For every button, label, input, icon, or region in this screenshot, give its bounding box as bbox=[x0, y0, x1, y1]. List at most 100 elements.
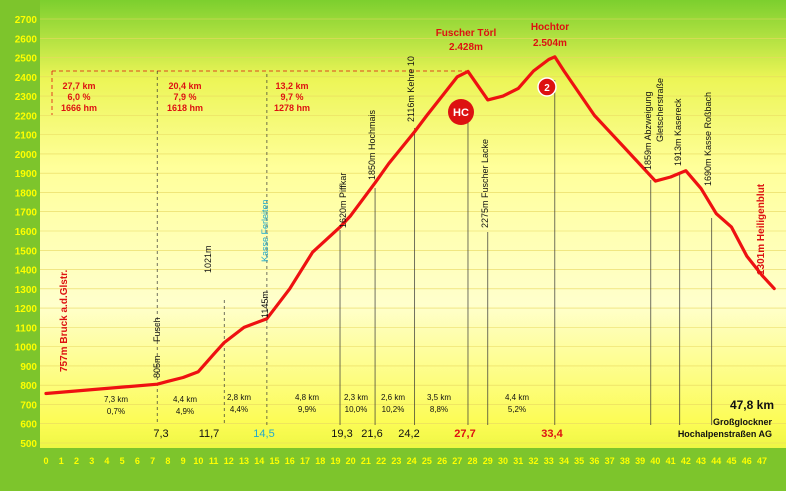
segment-4-grade: 9,9% bbox=[298, 405, 316, 414]
x-tick-35: 35 bbox=[574, 456, 584, 466]
climb-box-3-gain: 1278 hm bbox=[274, 103, 310, 113]
y-tick-2200: 2200 bbox=[15, 111, 38, 122]
place-label-1021m: 1021m bbox=[203, 245, 213, 273]
y-tick-500: 500 bbox=[20, 439, 37, 450]
x-tick-7: 7 bbox=[150, 456, 155, 466]
segment-3-grade: 4,4% bbox=[230, 405, 248, 414]
climb-frames bbox=[51, 70, 468, 115]
segment-3-distance: 2,8 km bbox=[227, 393, 251, 402]
x-tick-9: 9 bbox=[181, 456, 186, 466]
segment-8-grade: 5,2% bbox=[508, 405, 526, 414]
climb-box-1-distance: 27,7 km bbox=[62, 81, 95, 91]
x-tick-36: 36 bbox=[589, 456, 599, 466]
place-label-kasereck: 1913m Kasereck bbox=[673, 98, 683, 166]
km-mark-14-5: 14,5 bbox=[253, 428, 274, 440]
place-label-fuscher-lacke: 2275m Fuscher Lacke bbox=[480, 139, 490, 228]
place-label-kehre10: 2116m Kehre 10 bbox=[406, 56, 416, 122]
segment-7-grade: 8,8% bbox=[430, 405, 448, 414]
hc-badge-circle bbox=[448, 99, 474, 125]
peak-toerl-altitude: 2.428m bbox=[449, 42, 483, 53]
climb-box-3: 13,2 km 9,7 % 1278 hm bbox=[274, 81, 310, 113]
climb-box-2-grade: 7,9 % bbox=[173, 92, 196, 102]
x-tick-11: 11 bbox=[209, 456, 219, 466]
y-tick-1600: 1600 bbox=[15, 227, 38, 238]
x-tick-15: 15 bbox=[270, 456, 280, 466]
category-badge-label: 2 bbox=[544, 83, 550, 94]
x-tick-32: 32 bbox=[528, 456, 538, 466]
y-tick-1200: 1200 bbox=[15, 304, 38, 315]
place-label-abzweigung: 1859m Abzweigung bbox=[643, 91, 653, 170]
climb-box-1-grade: 6,0 % bbox=[67, 92, 90, 102]
x-tick-47: 47 bbox=[757, 456, 767, 466]
y-tick-800: 800 bbox=[20, 381, 37, 392]
category-badge-circle bbox=[537, 77, 557, 97]
segment-5-distance: 2,3 km bbox=[344, 393, 368, 402]
km-mark-27-7: 27,7 bbox=[454, 428, 475, 440]
x-tick-34: 34 bbox=[559, 456, 569, 466]
y-tick-900: 900 bbox=[20, 362, 37, 373]
y-tick-1500: 1500 bbox=[15, 246, 38, 257]
start-label: 757m Bruck a.d.Glstr. bbox=[59, 270, 70, 372]
segment-1-distance: 7,3 km bbox=[104, 395, 128, 404]
km-mark-21-6: 21,6 bbox=[361, 428, 382, 440]
climb-box-2-distance: 20,4 km bbox=[168, 81, 201, 91]
y-tick-1000: 1000 bbox=[15, 343, 38, 354]
x-tick-38: 38 bbox=[620, 456, 630, 466]
y-tick-2700: 2700 bbox=[15, 15, 38, 26]
x-tick-10: 10 bbox=[193, 456, 203, 466]
place-label-rossbach: 1690m Kasse Roßbach bbox=[703, 92, 713, 186]
segment-4-distance: 4,8 km bbox=[295, 393, 319, 402]
credit-line-2: Hochalpenstraßen AG bbox=[678, 429, 772, 439]
x-tick-24: 24 bbox=[407, 456, 417, 466]
x-tick-14: 14 bbox=[254, 456, 264, 466]
x-tick-17: 17 bbox=[300, 456, 310, 466]
segment-5-grade: 10,0% bbox=[345, 405, 368, 414]
peak-hochtor-name: Hochtor bbox=[531, 22, 569, 33]
x-tick-21: 21 bbox=[361, 456, 371, 466]
place-label-hochmais: 1850m Hochmais bbox=[367, 109, 377, 180]
category-badge: 2 bbox=[537, 77, 557, 97]
y-axis-strip bbox=[0, 0, 40, 491]
y-tick-700: 700 bbox=[20, 400, 37, 411]
x-tick-25: 25 bbox=[422, 456, 432, 466]
x-tick-16: 16 bbox=[285, 456, 295, 466]
segment-6-grade: 10,2% bbox=[382, 405, 405, 414]
km-mark-19-3: 19,3 bbox=[331, 428, 352, 440]
y-axis-ticks: 500 600 700 800 900 1000 1100 1200 1300 1400 1500 1… bbox=[15, 15, 38, 450]
x-tick-31: 31 bbox=[513, 456, 523, 466]
y-tick-1300: 1300 bbox=[15, 285, 38, 296]
x-tick-30: 30 bbox=[498, 456, 508, 466]
x-tick-27: 27 bbox=[452, 456, 462, 466]
hc-badge-label: HC bbox=[453, 107, 469, 119]
place-label-ferleiten: Kasse Ferleiten bbox=[260, 199, 270, 262]
x-tick-42: 42 bbox=[681, 456, 691, 466]
x-tick-19: 19 bbox=[330, 456, 340, 466]
x-tick-40: 40 bbox=[650, 456, 660, 466]
x-tick-45: 45 bbox=[727, 456, 737, 466]
place-label-piffkar: 1620m Piffkar bbox=[338, 173, 348, 228]
segment-8-distance: 4,4 km bbox=[505, 393, 529, 402]
x-tick-4: 4 bbox=[104, 456, 109, 466]
x-tick-18: 18 bbox=[315, 456, 325, 466]
climb-box-3-grade: 9,7 % bbox=[280, 92, 303, 102]
x-tick-5: 5 bbox=[120, 456, 125, 466]
climb-box-1: 27,7 km 6,0 % 1666 hm bbox=[61, 81, 97, 113]
x-tick-12: 12 bbox=[224, 456, 234, 466]
segment-2-grade: 4,9% bbox=[176, 407, 194, 416]
x-tick-44: 44 bbox=[711, 456, 721, 466]
x-tick-43: 43 bbox=[696, 456, 706, 466]
y-tick-1400: 1400 bbox=[15, 266, 38, 277]
x-tick-39: 39 bbox=[635, 456, 645, 466]
x-tick-6: 6 bbox=[135, 456, 140, 466]
place-label-fusch: Fusch bbox=[152, 317, 162, 342]
x-tick-41: 41 bbox=[666, 456, 676, 466]
x-tick-0: 0 bbox=[43, 456, 48, 466]
x-tick-23: 23 bbox=[391, 456, 401, 466]
km-mark-33-4: 33,4 bbox=[541, 428, 563, 440]
x-tick-37: 37 bbox=[605, 456, 615, 466]
total-distance: 47,8 km bbox=[730, 398, 774, 412]
km-mark-7-3: 7,3 bbox=[153, 428, 168, 440]
km-mark-24-2: 24,2 bbox=[398, 428, 419, 440]
x-tick-2: 2 bbox=[74, 456, 79, 466]
peak-hochtor-altitude: 2.504m bbox=[533, 38, 567, 49]
